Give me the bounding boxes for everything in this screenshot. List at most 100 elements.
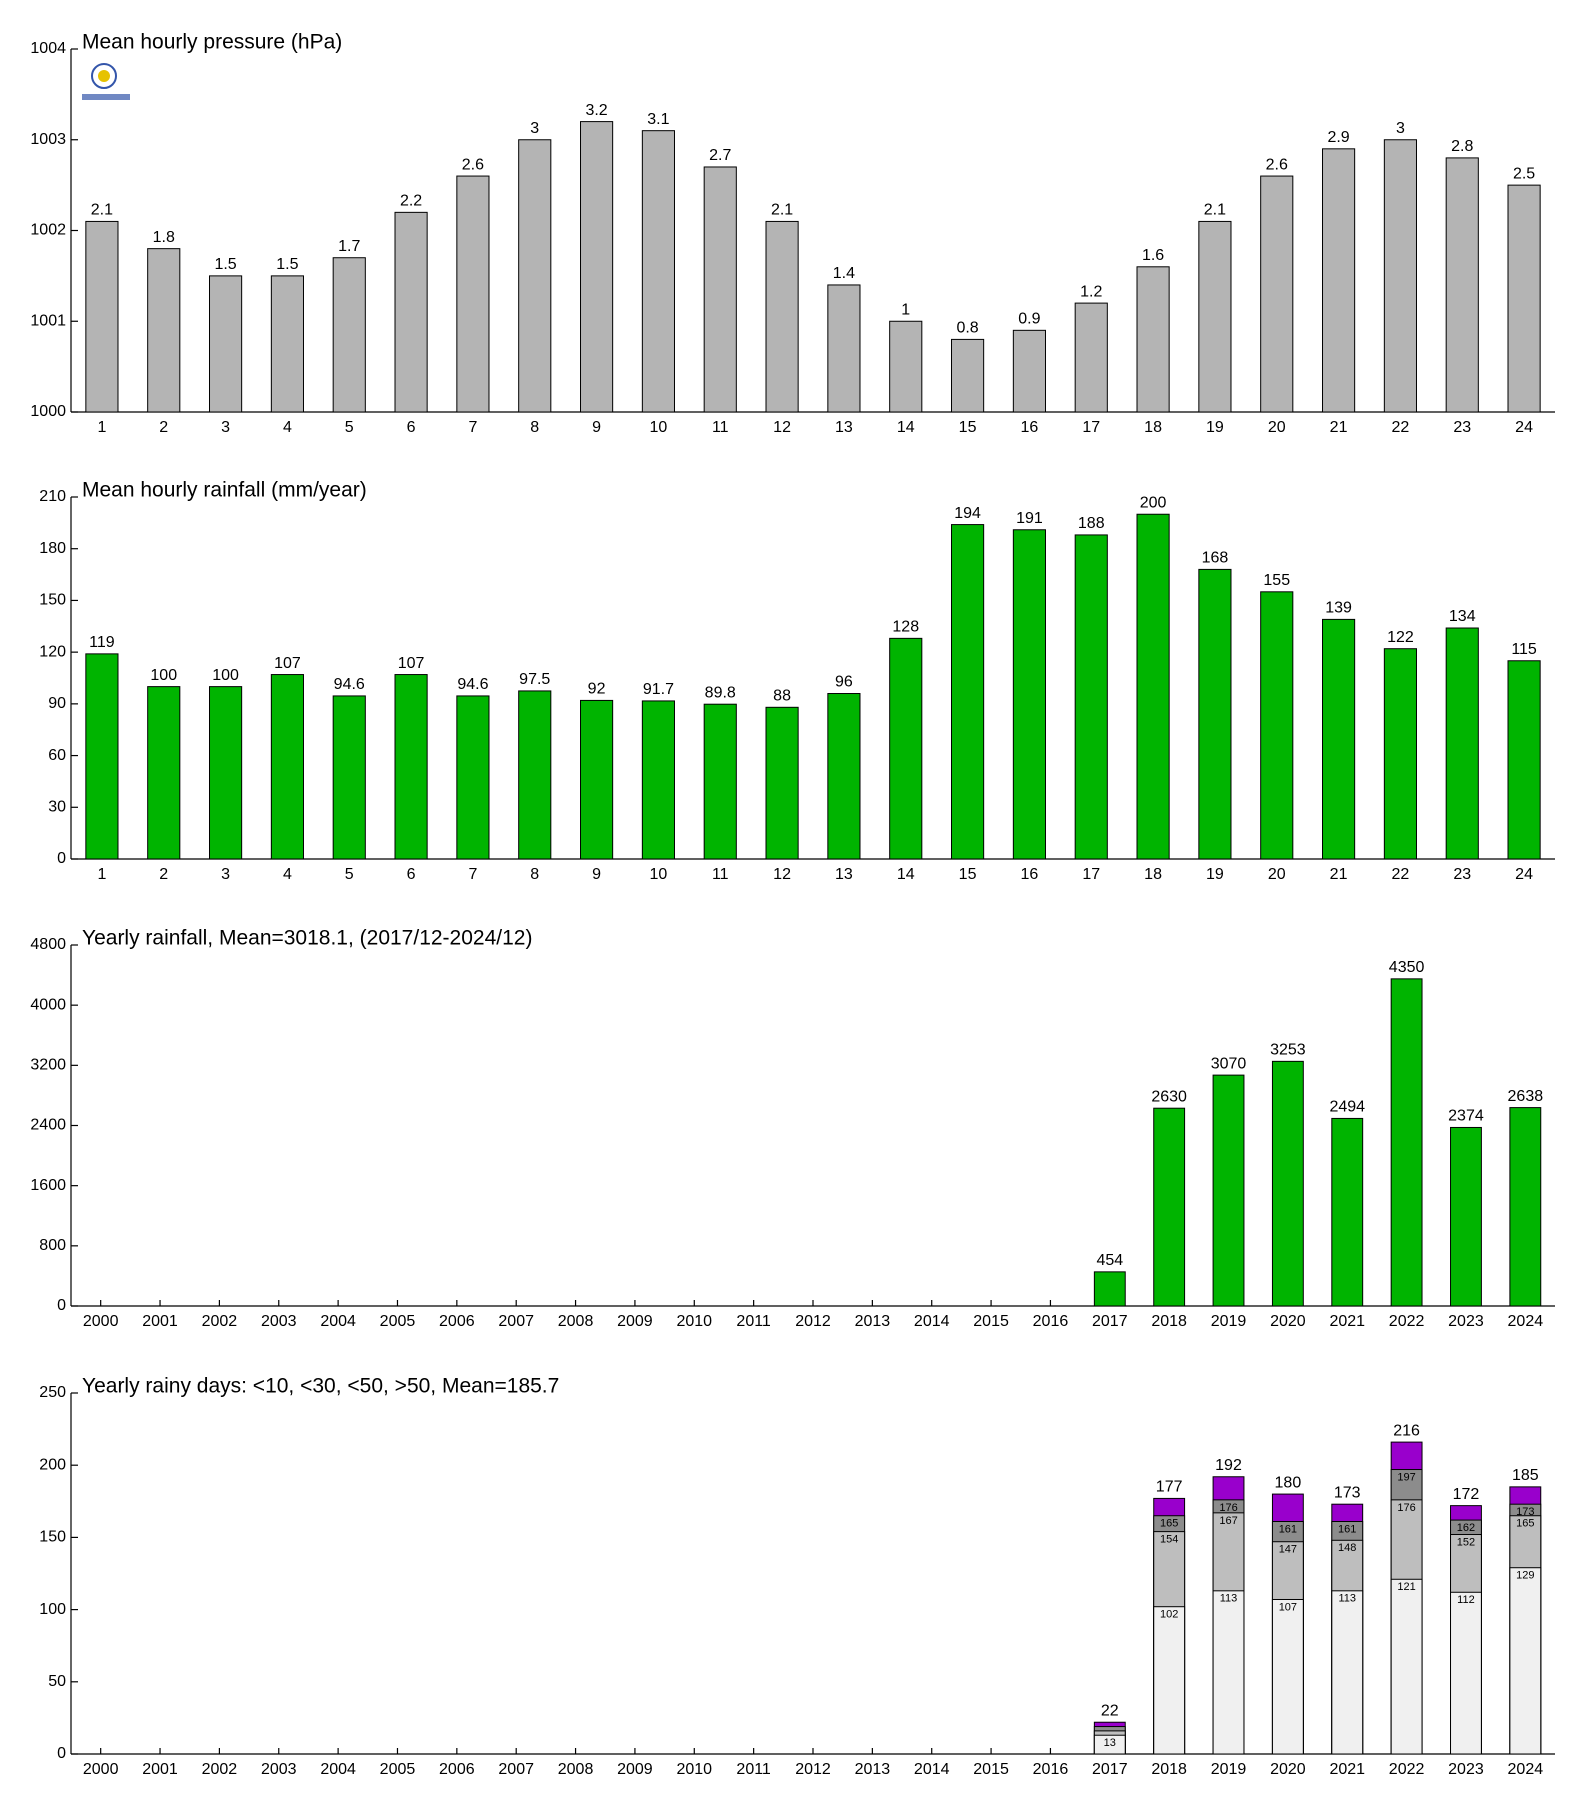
x-tick-label: 12 <box>773 866 791 883</box>
x-tick-label: 10 <box>650 866 668 883</box>
x-tick-label: 2022 <box>1389 1761 1425 1778</box>
value-label: 2.1 <box>91 202 113 219</box>
x-tick-label: 3 <box>221 419 230 436</box>
value-label: 22 <box>1101 1702 1119 1719</box>
x-tick-label: 2010 <box>676 1313 712 1330</box>
x-tick-label: 2022 <box>1389 1313 1425 1330</box>
x-tick-label: 2012 <box>795 1313 831 1330</box>
x-tick-label: 5 <box>345 419 354 436</box>
bar <box>827 693 861 860</box>
bar <box>209 686 243 860</box>
bar <box>1153 1606 1186 1755</box>
y-tick-label: 120 <box>39 643 66 660</box>
bar <box>270 275 304 413</box>
x-tick-label: 2021 <box>1329 1761 1365 1778</box>
x-tick-label: 6 <box>407 419 416 436</box>
value-label: 94.6 <box>457 676 488 693</box>
value-label: 188 <box>1078 515 1105 532</box>
value-label: 165 <box>1516 1518 1534 1530</box>
bar <box>1507 660 1541 860</box>
x-tick-label: 2018 <box>1151 1761 1187 1778</box>
bar <box>1445 157 1479 413</box>
x-tick-label: 2015 <box>973 1761 1009 1778</box>
x-tick-label: 2020 <box>1270 1761 1306 1778</box>
bar <box>951 524 985 860</box>
value-label: 94.6 <box>334 676 365 693</box>
x-tick-label: 2008 <box>558 1313 594 1330</box>
bar <box>889 320 923 413</box>
bar <box>518 139 552 413</box>
x-tick-label: 2 <box>159 419 168 436</box>
x-tick-label: 2024 <box>1508 1761 1544 1778</box>
y-tick-label: 3200 <box>30 1057 66 1074</box>
value-label: 100 <box>212 667 239 684</box>
x-tick-label: 6 <box>407 866 416 883</box>
x-tick-label: 2006 <box>439 1761 475 1778</box>
bar <box>1445 627 1479 860</box>
value-label: 112 <box>1457 1594 1475 1606</box>
x-tick-label: 18 <box>1144 419 1162 436</box>
value-label: 1.5 <box>214 256 236 273</box>
y-tick-label: 1600 <box>30 1177 66 1194</box>
y-tick-label: 1001 <box>30 312 66 329</box>
value-label: 113 <box>1220 1593 1238 1605</box>
value-label: 113 <box>1338 1593 1356 1605</box>
value-label: 173 <box>1334 1484 1361 1501</box>
bar <box>1383 648 1417 860</box>
value-label: 1 <box>901 301 910 318</box>
value-label: 176 <box>1397 1502 1415 1514</box>
bar <box>1271 1598 1304 1755</box>
value-label: 2638 <box>1508 1088 1544 1105</box>
bar <box>394 674 428 860</box>
x-tick-label: 2016 <box>1033 1313 1069 1330</box>
value-label: 2630 <box>1151 1088 1187 1105</box>
bar <box>1074 534 1108 860</box>
y-tick-label: 150 <box>39 1529 66 1546</box>
y-tick-label: 90 <box>48 695 66 712</box>
bar <box>1074 302 1108 413</box>
x-tick-label: 2019 <box>1211 1761 1247 1778</box>
bar <box>1212 1074 1245 1307</box>
bar <box>394 211 428 413</box>
y-tick-label: 50 <box>48 1673 66 1690</box>
x-tick-label: 2012 <box>795 1761 831 1778</box>
value-label: 3 <box>1396 120 1405 137</box>
x-tick-label: 2001 <box>142 1761 178 1778</box>
bar <box>1509 1107 1542 1307</box>
x-tick-label: 13 <box>835 419 853 436</box>
value-label: 2.7 <box>709 147 731 164</box>
bar <box>1322 618 1356 860</box>
y-tick-label: 2400 <box>30 1117 66 1134</box>
y-tick-label: 30 <box>48 799 66 816</box>
x-tick-label: 2008 <box>558 1761 594 1778</box>
x-tick-label: 19 <box>1206 866 1224 883</box>
x-tick-label: 2009 <box>617 1761 653 1778</box>
chart-title: Yearly rainy days: <10, <30, <50, >50, M… <box>82 1375 559 1398</box>
x-tick-label: 2004 <box>320 1761 356 1778</box>
bar <box>1390 978 1423 1307</box>
x-tick-label: 17 <box>1082 866 1100 883</box>
bar <box>765 220 799 413</box>
x-tick-label: 9 <box>592 419 601 436</box>
x-tick-label: 2023 <box>1448 1313 1484 1330</box>
bar <box>1136 266 1170 413</box>
y-tick-label: 1003 <box>30 131 66 148</box>
value-label: 0.9 <box>1018 311 1040 328</box>
x-tick-label: 2010 <box>676 1761 712 1778</box>
value-label: 3.2 <box>585 102 607 119</box>
value-label: 122 <box>1387 629 1414 646</box>
value-label: 177 <box>1156 1479 1183 1496</box>
value-label: 180 <box>1275 1474 1302 1491</box>
value-label: 197 <box>1397 1471 1415 1483</box>
bar <box>1260 591 1294 860</box>
x-tick-label: 2002 <box>202 1761 238 1778</box>
value-label: 2.1 <box>1204 202 1226 219</box>
x-tick-label: 2005 <box>380 1761 416 1778</box>
bar <box>1322 148 1356 413</box>
bar <box>85 653 119 860</box>
x-tick-label: 19 <box>1206 419 1224 436</box>
bar <box>1383 139 1417 413</box>
y-tick-label: 250 <box>39 1384 66 1401</box>
value-label: 200 <box>1140 494 1167 511</box>
